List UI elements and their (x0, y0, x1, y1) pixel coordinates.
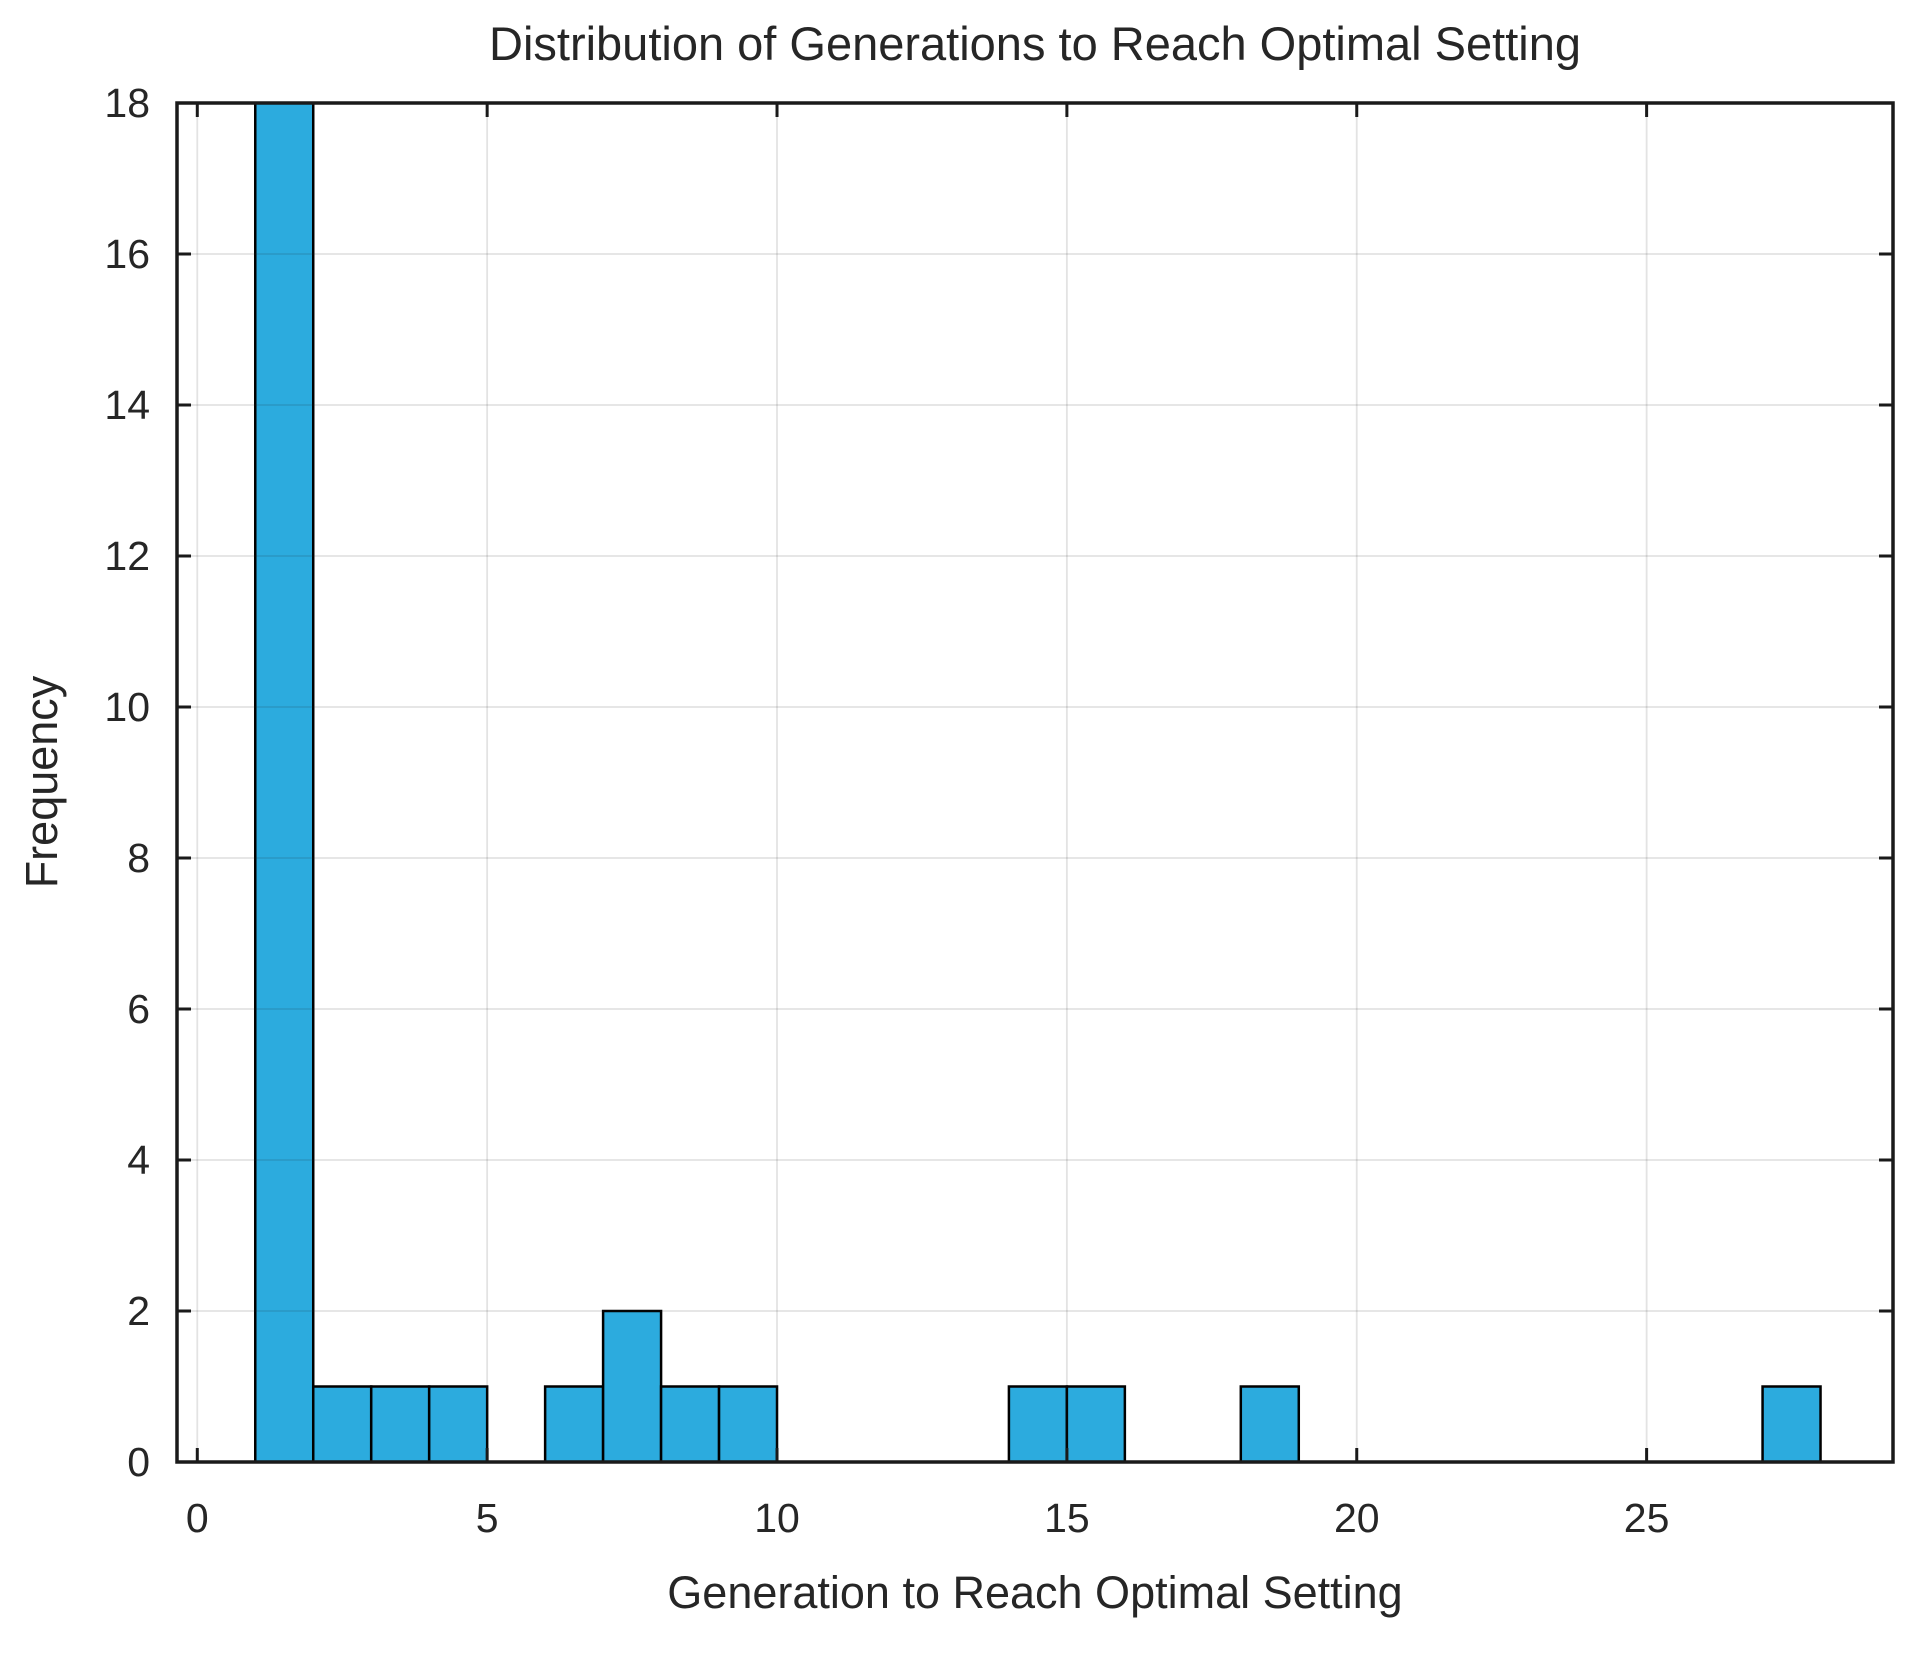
y-tick-label: 10 (104, 684, 150, 730)
histogram-bar (659, 1385, 721, 1464)
histogram-bar (601, 1309, 663, 1464)
histogram-bars (254, 101, 1822, 1464)
x-tick-label: 5 (475, 1495, 499, 1541)
histogram-bar (1007, 1385, 1069, 1464)
plot-background (177, 103, 1893, 1462)
y-tick-label: 6 (127, 986, 150, 1032)
histogram-bar (543, 1385, 605, 1464)
chart-title: Distribution of Generations to Reach Opt… (489, 17, 1581, 70)
histogram-bar (369, 1385, 431, 1464)
histogram-bar (717, 1385, 779, 1464)
y-tick-label: 16 (104, 231, 150, 277)
y-tick-label: 2 (127, 1288, 150, 1334)
histogram-bar (254, 101, 315, 1464)
y-tick-label: 14 (104, 382, 150, 428)
plot-border (175, 101, 1895, 1464)
x-tick-label: 25 (1623, 1495, 1670, 1541)
histogram-bar (1761, 1385, 1822, 1464)
y-tick-label: 12 (104, 533, 150, 579)
grid-lines (177, 102, 1893, 1463)
x-axis-label: Generation to Reach Optimal Setting (667, 1567, 1403, 1618)
y-tick-label: 0 (127, 1439, 150, 1485)
histogram-bar (1065, 1385, 1127, 1464)
x-tick-label: 15 (1044, 1495, 1090, 1541)
y-tick-label: 4 (127, 1137, 150, 1183)
axis-ticks (177, 101, 1893, 1464)
x-tick-label: 20 (1333, 1495, 1380, 1541)
histogram-bar (427, 1385, 489, 1464)
histogram-bar (311, 1385, 373, 1464)
y-tick-label: 8 (127, 835, 150, 881)
histogram-bar (1239, 1385, 1301, 1464)
y-tick-label: 18 (104, 80, 150, 126)
x-tick-label: 10 (754, 1495, 800, 1541)
x-tick-label: 0 (185, 1495, 209, 1541)
